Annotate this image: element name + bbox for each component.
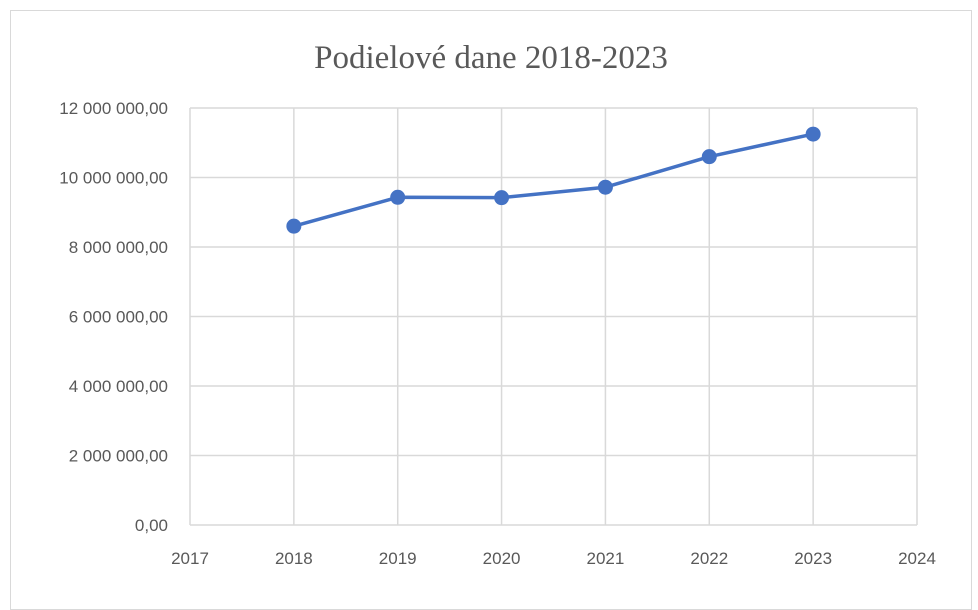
gridlines	[189, 107, 918, 526]
data-point	[390, 189, 406, 205]
x-tick-label: 2017	[171, 549, 209, 568]
series-layer	[286, 126, 821, 234]
y-tick-label: 4 000 000,00	[69, 377, 168, 396]
chart-title: Podielové dane 2018-2023	[314, 40, 668, 76]
x-tick-label: 2024	[898, 549, 936, 568]
x-axis-tick-labels: 2017 2018 2019 2020 2021 2022 2023 2024	[171, 549, 936, 568]
x-tick-label: 2018	[275, 549, 313, 568]
x-tick-label: 2023	[794, 549, 832, 568]
y-tick-label: 2 000 000,00	[69, 447, 168, 466]
y-tick-label: 10 000 000,00	[59, 169, 168, 188]
x-tick-label: 2020	[483, 549, 521, 568]
x-tick-label: 2022	[690, 549, 728, 568]
series-line	[292, 132, 815, 228]
data-point	[494, 190, 510, 206]
y-tick-label: 8 000 000,00	[69, 238, 168, 257]
y-axis-tick-labels: 0,00 2 000 000,00 4 000 000,00 6 000 000,00…	[59, 99, 168, 535]
data-point	[805, 126, 821, 142]
y-tick-label: 12 000 000,00	[59, 99, 168, 118]
chart-frame	[10, 10, 972, 610]
data-point	[701, 149, 717, 165]
x-tick-label: 2021	[587, 549, 625, 568]
line-chart: Podielové dane 2018-2023 0,00 2 000 000,0…	[59, 40, 936, 568]
y-tick-label: 0,00	[135, 516, 168, 535]
data-point	[597, 179, 613, 195]
x-tick-label: 2019	[379, 549, 417, 568]
data-point	[286, 218, 302, 234]
y-tick-label: 6 000 000,00	[69, 308, 168, 327]
